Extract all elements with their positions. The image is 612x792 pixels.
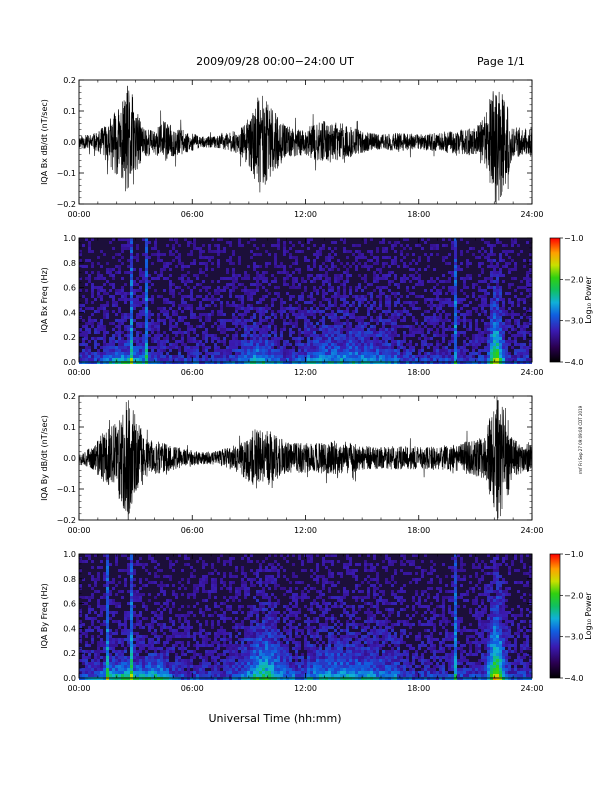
x-tick-label: 12:00 (294, 526, 317, 535)
y-tick-label: 0.0 (63, 674, 76, 683)
y-tick-label: −0.1 (57, 485, 76, 494)
y-axis-label: IQA Bx Freq (Hz) (40, 267, 49, 333)
x-tick-label: 12:00 (294, 684, 317, 693)
y-axis-label: IQA By Freq (Hz) (40, 583, 49, 649)
colorbar-label: Log₁₀ Power (584, 276, 593, 324)
x-tick-label: 24:00 (520, 368, 543, 377)
colorbar-tick-label: −4.0 (564, 358, 583, 367)
x-tick-label: 18:00 (407, 210, 430, 219)
x-tick-label: 12:00 (294, 210, 317, 219)
colorbar (549, 237, 561, 363)
x-tick-label: 18:00 (407, 684, 430, 693)
y-tick-label: −0.2 (57, 516, 76, 525)
x-tick-label: 12:00 (294, 368, 317, 377)
y-tick-label: 0.0 (63, 138, 76, 147)
x-tick-label: 00:00 (67, 368, 90, 377)
colorbar-tick-label: −3.0 (564, 317, 583, 326)
y-tick-label: 1.0 (63, 550, 76, 559)
x-tick-label: 18:00 (407, 368, 430, 377)
bx-waveform-panel: 0.2 0.1 0.0 −0.1 −0.2 IQA Bx dB/dt (nT/sec) 00… (40, 76, 544, 219)
bx-spectrogram-panel: 1.0 0.8 0.6 0.4 0.2 0.0 IQA Bx Freq (Hz) 00:00 0… (40, 234, 593, 377)
y-tick-label: 0.2 (63, 76, 76, 85)
x-tick-label: 00:00 (67, 684, 90, 693)
colorbar-tick-label: −2.0 (564, 275, 583, 284)
waveform-trace (79, 85, 532, 204)
y-tick-label: 0.0 (63, 454, 76, 463)
x-tick-label: 00:00 (67, 526, 90, 535)
y-tick-label: 0.2 (63, 392, 76, 401)
spectrogram-cells (79, 238, 532, 364)
x-tick-label: 06:00 (181, 210, 204, 219)
y-tick-label: 0.1 (63, 107, 76, 116)
y-tick-label: 0.6 (63, 284, 76, 293)
y-axis-label: IQA By dB/dt (nT/sec) (40, 415, 49, 501)
spectrogram-cells (79, 554, 532, 680)
x-axis-label: Universal Time (hh:mm) (209, 712, 342, 725)
y-tick-label: 1.0 (63, 234, 76, 243)
y-axis-label: IQA Bx dB/dt (nT/sec) (40, 99, 49, 185)
x-tick-label: 00:00 (67, 210, 90, 219)
y-tick-label: 0.8 (63, 259, 76, 268)
by-waveform-panel: 0.2 0.1 0.0 −0.1 −0.2 IQA By dB/dt (nT/sec) 00… (40, 392, 544, 535)
y-tick-label: 0.4 (63, 624, 76, 633)
y-tick-label: 0.6 (63, 600, 76, 609)
side-timestamp: rmf Fri Sep 27 09:09:08 CDT 2019 (578, 405, 583, 474)
colorbar-tick-label: −1.0 (564, 550, 583, 559)
colorbar-tick-label: −4.0 (564, 674, 583, 683)
y-tick-label: 0.2 (63, 649, 76, 658)
y-tick-label: 0.1 (63, 423, 76, 432)
colorbar (549, 553, 561, 679)
x-tick-label: 06:00 (181, 684, 204, 693)
page-indicator: Page 1/1 (477, 55, 525, 68)
colorbar-label: Log₁₀ Power (584, 592, 593, 640)
y-tick-label: 0.0 (63, 358, 76, 367)
y-tick-label: 0.8 (63, 575, 76, 584)
y-tick-label: −0.2 (57, 200, 76, 209)
x-tick-label: 06:00 (181, 526, 204, 535)
x-tick-label: 24:00 (520, 526, 543, 535)
figure-title: 2009/09/28 00:00−24:00 UT (196, 55, 354, 68)
x-tick-label: 06:00 (181, 368, 204, 377)
x-tick-label: 24:00 (520, 684, 543, 693)
by-spectrogram-panel: 1.0 0.8 0.6 0.4 0.2 0.0 IQA By Freq (Hz) 00:00 0… (40, 550, 593, 693)
y-tick-label: 0.4 (63, 308, 76, 317)
y-tick-label: 0.2 (63, 333, 76, 342)
colorbar-tick-label: −2.0 (564, 591, 583, 600)
x-tick-label: 18:00 (407, 526, 430, 535)
colorbar-tick-label: −3.0 (564, 633, 583, 642)
y-tick-label: −0.1 (57, 169, 76, 178)
waveform-trace (79, 396, 532, 520)
x-tick-label: 24:00 (520, 210, 543, 219)
colorbar-tick-label: −1.0 (564, 234, 583, 243)
